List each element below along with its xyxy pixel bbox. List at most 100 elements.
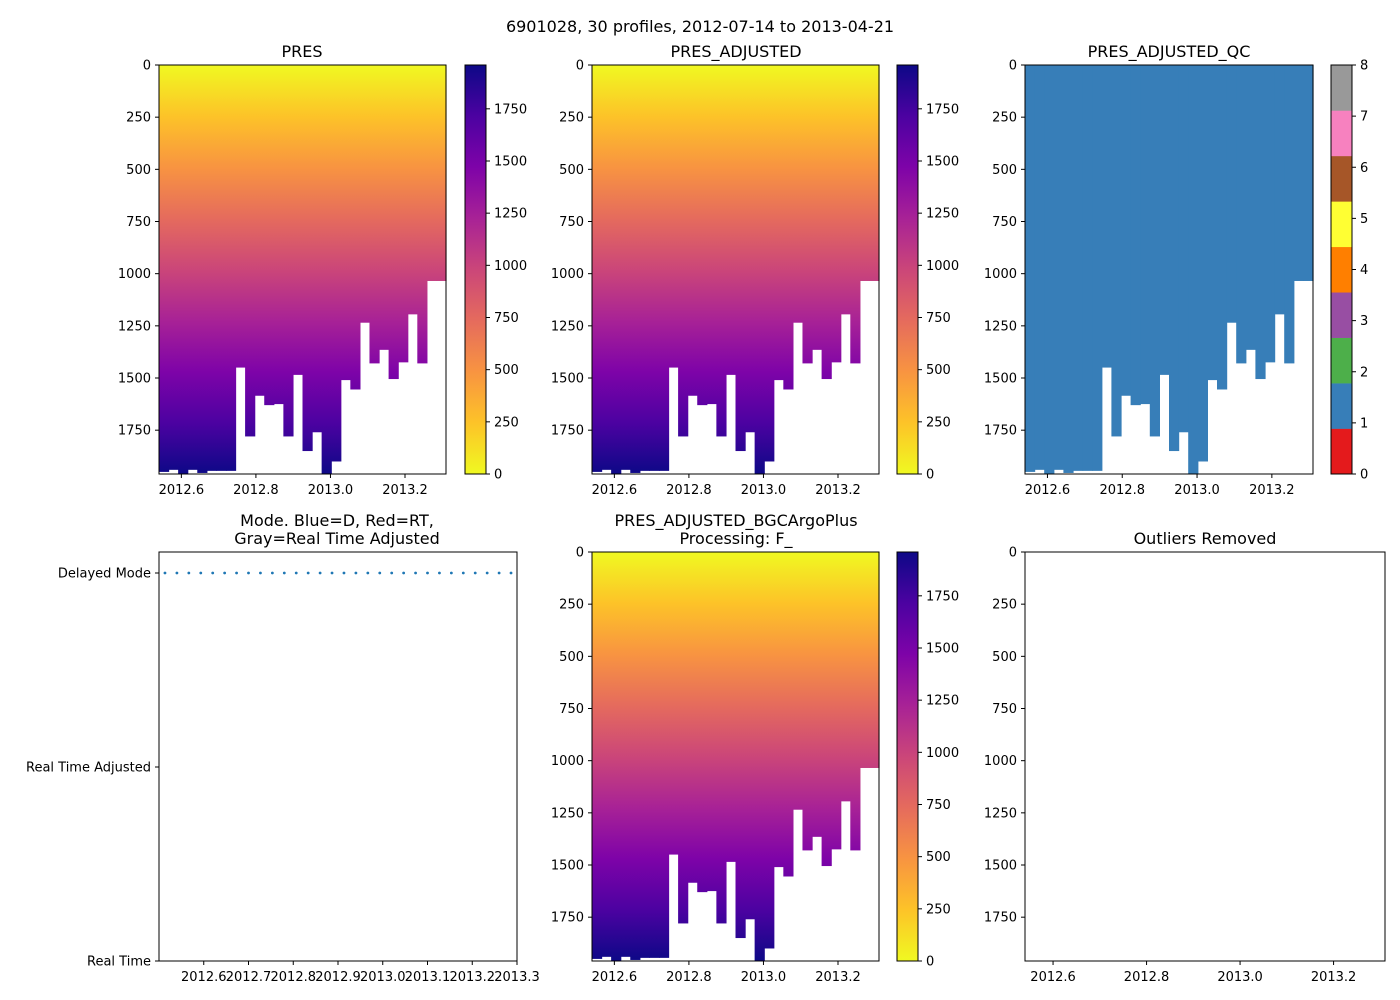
pres_adj-profile-column bbox=[869, 65, 880, 281]
pres-profile-column bbox=[225, 65, 237, 471]
pres_adj_qc-profile-column bbox=[1101, 65, 1112, 368]
mode-point bbox=[497, 571, 501, 575]
pres-profile-column bbox=[312, 65, 323, 433]
bgc-profile-column bbox=[745, 552, 756, 920]
outliers-x-tick-label: 2013.0 bbox=[1217, 970, 1263, 985]
pres_adj_qc-colorbar-tick-label: 1 bbox=[1360, 416, 1368, 431]
bgc-profile-column bbox=[831, 552, 842, 850]
pres_adj-profile-column bbox=[716, 65, 727, 437]
pres_adj-colorbar-tick-label: 750 bbox=[926, 311, 951, 326]
pres-profile-column bbox=[292, 65, 304, 375]
pres-profile-column bbox=[235, 65, 246, 368]
pres_adj-profile-column bbox=[611, 65, 622, 474]
pres-profile-column bbox=[178, 65, 189, 474]
mode-point bbox=[378, 571, 382, 575]
bgc-profile-column bbox=[812, 552, 823, 837]
bgc-profile-column bbox=[611, 552, 622, 961]
pres-x-tick-label: 2013.2 bbox=[382, 483, 428, 498]
mode-x-tick-label: 2013.1 bbox=[405, 970, 451, 985]
pres-title: PRES bbox=[281, 42, 322, 61]
pres_adj-profile-column bbox=[812, 65, 823, 350]
pres_adj_qc-x-tick-label: 2013.2 bbox=[1249, 483, 1295, 498]
bgc-profile-column bbox=[735, 552, 746, 939]
bgc-colorbar-tick-label: 500 bbox=[926, 850, 951, 865]
mode-x-tick-label: 2012.7 bbox=[226, 970, 272, 985]
pres_adj_qc-x-tick-label: 2013.0 bbox=[1174, 483, 1220, 498]
mode-point bbox=[449, 571, 453, 575]
pres_adj-x-tick-label: 2013.0 bbox=[741, 483, 787, 498]
bgc-profile-column bbox=[639, 552, 650, 958]
pres-panel: PRES 0 250 500 750 1000 1250 1500 1750 2012.6 201… bbox=[118, 42, 527, 498]
pres_adj_qc-profile-column bbox=[1293, 65, 1304, 281]
pres_adj_qc-colorbar-segment bbox=[1331, 110, 1352, 157]
pres-y-tick-label: 250 bbox=[126, 111, 151, 126]
pres_adj_qc-colorbar-segment bbox=[1331, 65, 1352, 111]
pres_adj-colorbar bbox=[897, 65, 918, 474]
outliers-y-tick-label: 500 bbox=[992, 650, 1017, 665]
pres_adj-x-tick-label: 2012.6 bbox=[592, 483, 638, 498]
pres-colorbar-tick-label: 0 bbox=[494, 468, 502, 483]
bgc-profile-column bbox=[850, 552, 861, 851]
pres-y-tick-label: 750 bbox=[126, 215, 151, 230]
pres_adj_qc-x-tick-label: 2012.6 bbox=[1025, 483, 1071, 498]
bgc-profile-column bbox=[869, 552, 880, 768]
pres_adj-colorbar-tick-label: 250 bbox=[926, 415, 951, 430]
mode-point bbox=[426, 571, 429, 575]
mode-title-line2: Gray=Real Time Adjusted bbox=[234, 529, 440, 548]
pres_adj_qc-profile-column bbox=[1073, 65, 1084, 471]
mode-y-tick-label: Real Time bbox=[87, 955, 151, 970]
pres-x-tick-label: 2012.8 bbox=[233, 483, 279, 498]
outliers-y-tick-label: 1750 bbox=[984, 911, 1017, 926]
pres_adj_qc-colorbar-tick-label: 6 bbox=[1360, 161, 1368, 176]
pres_adj-profile-column bbox=[658, 65, 670, 471]
bgc-x-tick-label: 2012.6 bbox=[592, 970, 638, 985]
bgc-y-tick-label: 500 bbox=[559, 650, 584, 665]
pres_adj_qc-colorbar-tick-label: 8 bbox=[1360, 59, 1368, 74]
pres_adj-y-tick-label: 1500 bbox=[551, 372, 584, 387]
pres_adj_qc-y-tick-label: 1250 bbox=[984, 319, 1017, 334]
outliers-x-tick-label: 2012.8 bbox=[1124, 970, 1170, 985]
pres_adj-profile-column bbox=[630, 65, 641, 473]
bgc-profile-column bbox=[792, 552, 804, 810]
mode-point bbox=[211, 571, 215, 575]
bgc-profile-column bbox=[630, 552, 641, 960]
bgc-profile-column bbox=[840, 552, 851, 802]
pres_adj_qc-profile-column bbox=[1111, 65, 1122, 437]
pres_adj_qc-profile-column bbox=[1274, 65, 1285, 315]
bgc-y-tick-label: 750 bbox=[559, 702, 584, 717]
bgc-y-tick-label: 1750 bbox=[551, 911, 584, 926]
pres-profile-column bbox=[331, 65, 342, 462]
outliers-y-tick-label: 1000 bbox=[984, 754, 1017, 769]
pres_adj-colorbar-tick-label: 1500 bbox=[926, 154, 959, 169]
mode-point bbox=[294, 571, 298, 575]
pres_adj-profile-column bbox=[697, 65, 708, 406]
mode-point bbox=[163, 571, 167, 575]
bgc-profile-column bbox=[658, 552, 670, 958]
bgc-x-tick-label: 2013.2 bbox=[815, 970, 861, 985]
bgc-profile-column bbox=[620, 552, 631, 957]
pres_adj_qc-profile-column bbox=[1121, 65, 1132, 396]
pres_adj-profile-column bbox=[783, 65, 794, 390]
mode-point bbox=[330, 571, 334, 575]
pres_adj-y-tick-label: 500 bbox=[559, 163, 584, 178]
pres-profile-column bbox=[359, 65, 371, 323]
pres_adj_qc-colorbar-segment bbox=[1331, 292, 1352, 338]
bgc-colorbar-tick-label: 1250 bbox=[926, 694, 959, 709]
pres_adj_qc-profile-column bbox=[1217, 65, 1228, 390]
mode-x-tick-label: 2013.0 bbox=[360, 970, 406, 985]
pres_adj_qc-y-tick-label: 1750 bbox=[984, 424, 1017, 439]
pres_adj-profile-column bbox=[678, 65, 689, 437]
mode-x-tick-label: 2013.2 bbox=[450, 970, 496, 985]
pres-x-tick-label: 2012.6 bbox=[159, 483, 205, 498]
pres_adj-colorbar-tick-label: 1250 bbox=[926, 207, 959, 222]
pres_adj_qc-y-tick-label: 500 bbox=[992, 163, 1017, 178]
bgc-title-line1: PRES_ADJUSTED_BGCArgoPlus bbox=[614, 511, 857, 531]
pres-y-tick-label: 1250 bbox=[118, 319, 151, 334]
mode-y-tick-label: Delayed Mode bbox=[58, 567, 151, 582]
pres-colorbar-tick-label: 500 bbox=[494, 363, 519, 378]
mode-point bbox=[247, 571, 250, 575]
bgc-y-tick-label: 0 bbox=[576, 546, 584, 561]
outliers-y-tick-label: 1500 bbox=[984, 859, 1017, 874]
mode-y-tick-label: Real Time Adjusted bbox=[26, 761, 151, 776]
